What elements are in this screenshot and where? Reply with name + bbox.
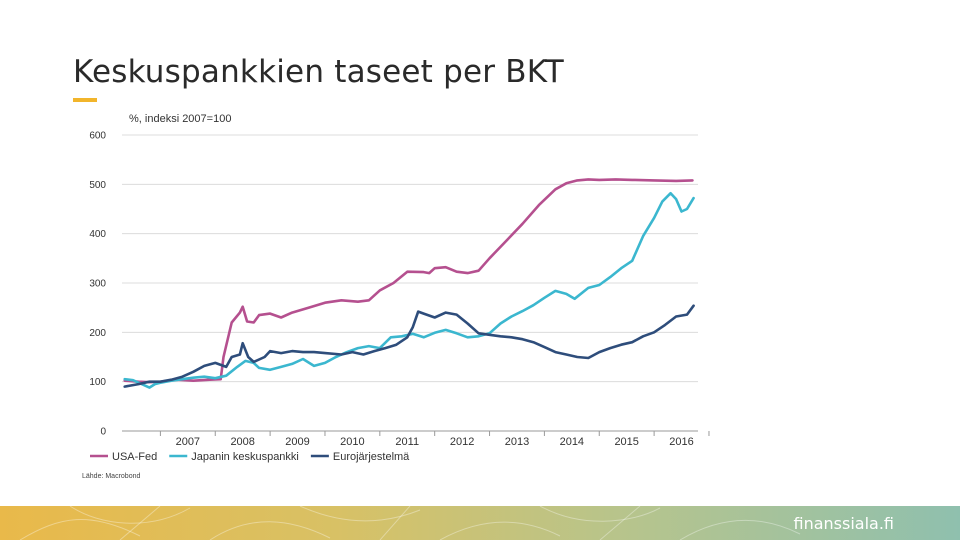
y-tick-label-500: 500 [89, 180, 106, 191]
y-tick-label-400: 400 [89, 229, 106, 240]
legend: USA-Fed Japanin keskuspankki Eurojärjestel… [90, 451, 410, 463]
series-line-2 [123, 191, 695, 389]
x-tick-label-2012: 2012 [450, 436, 474, 448]
legend-label-2: Japanin keskuspankki [191, 451, 299, 463]
legend-label-3: Eurojärjestelmä [333, 451, 410, 463]
x-tick-label-2010: 2010 [340, 436, 364, 448]
y-axis: 0 100 200 300 400 500 600 [89, 131, 106, 438]
slide-title: Keskuspankkien taseet per BKT [73, 54, 564, 90]
chart-subtitle: %, indeksi 2007=100 [129, 113, 231, 125]
x-axis: 2007 2008 2009 2010 2011 2012 2013 2014 2015 2016 [122, 430, 710, 448]
x-tick-label-2015: 2015 [614, 436, 638, 448]
series-line-1 [123, 178, 694, 384]
x-tick-label-2016: 2016 [669, 436, 693, 448]
chart-source: Lähde: Macrobond [82, 473, 140, 480]
brand-wordmark: finanssiala.fi [793, 514, 895, 533]
y-tick-label-200: 200 [89, 328, 106, 339]
x-tick-label-2007: 2007 [176, 436, 200, 448]
series-line-3 [123, 304, 695, 388]
y-tick-label-300: 300 [89, 279, 106, 290]
title-accent-bar [73, 98, 97, 102]
line-chart: %, indeksi 2007=100 0100200300400500600 … [82, 113, 710, 480]
y-tick-label-600: 600 [89, 131, 106, 142]
footer-band [0, 506, 960, 540]
y-tick-label-100: 100 [89, 377, 106, 388]
x-tick-label-2009: 2009 [285, 436, 309, 448]
series-lines [123, 178, 695, 389]
x-tick-label-2011: 2011 [395, 436, 419, 448]
y-tick-label-0: 0 [100, 427, 106, 438]
x-tick-label-2013: 2013 [505, 436, 529, 448]
x-tick-label-2014: 2014 [560, 436, 584, 448]
x-tick-label-2008: 2008 [230, 436, 254, 448]
legend-label-1: USA-Fed [112, 451, 157, 463]
